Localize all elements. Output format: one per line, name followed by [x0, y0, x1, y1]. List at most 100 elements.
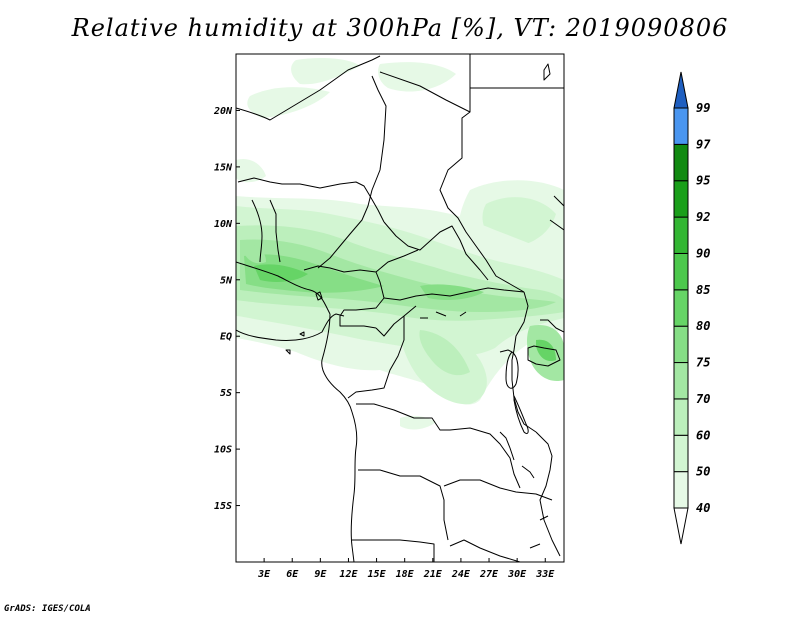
chart-title: Relative humidity at 300hPa [%], VT: 201… — [71, 14, 729, 42]
lon-tick-label: 24E — [451, 569, 471, 580]
colorbar-label: 70 — [696, 392, 710, 406]
colorbar-label: 90 — [696, 246, 710, 260]
lon-tick-label: 12E — [339, 569, 358, 580]
border — [439, 54, 525, 293]
lon-tick-label: 9E — [314, 569, 327, 580]
humidity-patch — [244, 254, 384, 293]
coastline — [499, 349, 513, 353]
border — [358, 469, 449, 541]
border — [383, 221, 489, 281]
river — [420, 311, 467, 319]
humidity-patch — [247, 87, 330, 118]
border — [317, 75, 387, 269]
colorbar-segment — [673, 107, 689, 145]
lon-tick-label: 21E — [423, 569, 443, 580]
border — [379, 71, 471, 113]
humidity-patch — [254, 264, 308, 282]
colorbar-upper-triangle — [673, 71, 689, 109]
humidity-patch — [378, 62, 456, 92]
latitude-axis: 20N 15N 10N 5N EQ 5S 10S 15S — [213, 106, 240, 512]
lat-tick-label: 5N — [220, 275, 233, 286]
colorbar-label: 80 — [696, 319, 710, 333]
colorbar-label: 40 — [696, 501, 710, 515]
lon-tick-label: 15E — [368, 569, 387, 580]
humidity-patch — [236, 158, 266, 183]
map-frame — [235, 53, 565, 563]
coastline — [321, 313, 358, 562]
colorbar-label: 75 — [696, 356, 710, 370]
colorbar-label: 99 — [696, 101, 710, 115]
lon-tick-label: 30E — [507, 569, 527, 580]
country-borders — [236, 54, 564, 562]
lat-tick-label: 10N — [214, 219, 233, 230]
colorbar-segment — [673, 434, 689, 473]
lake — [513, 395, 529, 435]
border — [251, 199, 263, 263]
border — [511, 291, 537, 433]
humidity-patch — [536, 339, 556, 362]
colorbar-label: 97 — [696, 137, 711, 151]
island — [299, 331, 305, 337]
colorbar: 40 50 60 70 75 80 85 90 92 95 97 99 — [673, 71, 711, 545]
colorbar-segment — [673, 216, 689, 254]
lat-tick-label: 20N — [213, 106, 233, 117]
island — [285, 349, 291, 355]
island — [315, 291, 323, 301]
lat-tick-label: 15S — [214, 501, 232, 512]
colorbar-segment — [673, 289, 689, 327]
border — [237, 177, 385, 223]
colorbar-label: 92 — [696, 210, 710, 224]
border — [269, 199, 281, 263]
border — [449, 539, 521, 562]
coastline — [236, 261, 331, 315]
humidity-patch — [419, 330, 470, 376]
lake — [527, 345, 561, 367]
lake — [505, 351, 519, 389]
colorbar-segment — [673, 471, 689, 509]
border — [383, 287, 525, 301]
colorbar-segment — [673, 325, 689, 364]
lon-tick-label: 3E — [257, 569, 271, 580]
lat-tick-label: 15N — [214, 162, 233, 173]
colorbar-segment — [673, 143, 689, 182]
colorbar-lower-triangle — [673, 507, 689, 545]
border — [375, 305, 417, 337]
lake — [543, 63, 551, 81]
colorbar-label: 60 — [696, 428, 710, 442]
colorbar-label: 95 — [696, 174, 710, 188]
colorbar-label: 50 — [696, 465, 710, 479]
longitude-axis: 3E 6E 9E 12E 15E 18E 21E 24E 27E 30E 33E — [257, 558, 555, 580]
border — [443, 479, 553, 501]
lon-tick-label: 33E — [535, 569, 555, 580]
border — [535, 431, 561, 557]
colorbar-segment — [673, 398, 689, 436]
colorbar-segment — [673, 252, 689, 291]
border — [356, 403, 521, 489]
lat-tick-label: EQ — [220, 332, 232, 343]
coastline — [529, 515, 549, 549]
border — [553, 195, 564, 207]
colorbar-segment — [673, 180, 689, 218]
lake — [499, 431, 515, 461]
lat-tick-label: 10S — [214, 445, 232, 456]
border — [347, 316, 405, 399]
border — [236, 55, 381, 121]
humidity-shading — [236, 58, 564, 430]
border — [549, 219, 564, 231]
humidity-patch — [420, 284, 484, 300]
lat-tick-label: 5S — [220, 388, 232, 399]
colorbar-label: 85 — [696, 283, 710, 297]
border — [375, 249, 419, 273]
grads-credit: GrADS: IGES/COLA — [4, 604, 91, 614]
lon-tick-label: 27E — [479, 569, 499, 580]
humidity-patch — [400, 415, 436, 430]
colorbar-segment — [673, 362, 689, 400]
border — [303, 265, 385, 329]
humidity-patch — [291, 58, 360, 85]
border — [540, 319, 564, 333]
lon-tick-label: 6E — [286, 569, 299, 580]
lon-tick-label: 18E — [396, 569, 415, 580]
border — [352, 539, 435, 562]
lake — [521, 465, 535, 479]
